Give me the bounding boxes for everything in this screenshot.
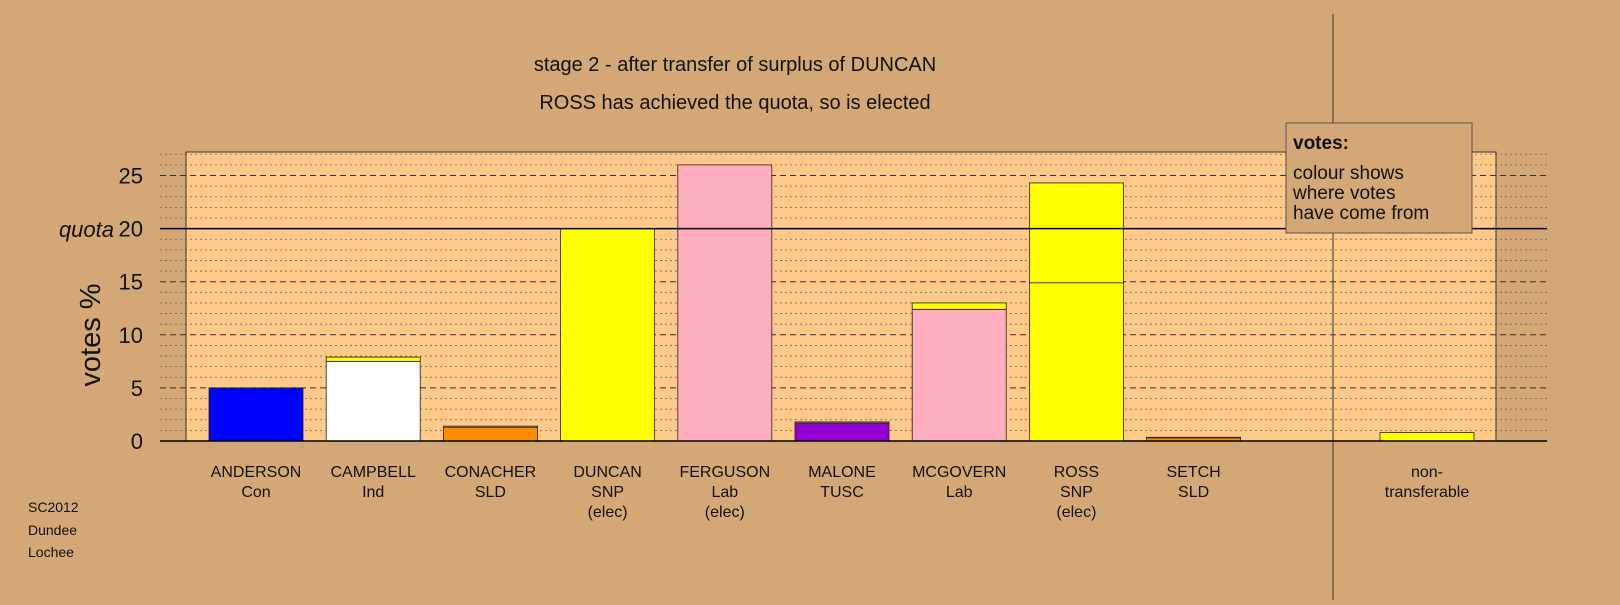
x-label-mcgovern-0: MCGOVERN: [912, 464, 1006, 481]
legend-box: [1285, 122, 1473, 234]
bar-segment-duncan-0: [560, 228, 655, 442]
y-tick-label: 10: [119, 323, 143, 348]
x-label-anderson-1: Con: [241, 484, 270, 501]
bar-segment-malone-0: [794, 422, 890, 442]
x-label-ross-2: (elec): [1056, 504, 1096, 521]
bar-segment-ferguson-0: [677, 164, 773, 442]
x-label-duncan-1: SNP: [591, 484, 624, 501]
bar-segment-setch-1: [1146, 436, 1241, 439]
x-label-ferguson-1: Lab: [711, 484, 738, 501]
legend-title: votes:: [1293, 133, 1349, 154]
source-line-3: Lochee: [28, 544, 74, 560]
y-tick-label: 15: [119, 270, 143, 295]
x-label-ross-1: SNP: [1060, 484, 1093, 501]
bars: [208, 164, 1475, 442]
bar-segment-ross-0: [1029, 282, 1124, 442]
y-axis-label: votes %: [75, 283, 107, 386]
bar-segment-conacher-0: [442, 426, 538, 442]
legend-line-3: have come from: [1293, 203, 1429, 224]
bar-segment-conacher-1: [442, 425, 538, 428]
bar-segment-campbell-0: [325, 360, 421, 442]
x-label-setch-0: SETCH: [1166, 464, 1220, 481]
y-tick-label: 5: [131, 376, 143, 401]
x-label-anderson-0: ANDERSON: [211, 464, 302, 481]
x-label-setch-1: SLD: [1178, 484, 1209, 501]
legend-line-2: where votes: [1292, 183, 1395, 204]
chart-subtitle: ROSS has achieved the quota, so is elect…: [539, 92, 930, 114]
x-label-campbell-0: CAMPBELL: [331, 464, 416, 481]
bar-segment-mcgovern-0: [911, 308, 1007, 442]
x-axis-labels: ANDERSON Con CAMPBELL Ind CONACHER SLD DUNCAN S…: [211, 464, 1470, 521]
x-label-duncan-0: DUNCAN: [573, 464, 641, 481]
x-label-conacher-1: SLD: [475, 484, 506, 501]
bar-segment-nontransferable-0: [1379, 432, 1475, 442]
chart-title: stage 2 - after transfer of surplus of D…: [534, 54, 936, 76]
x-label-ferguson-2: (elec): [705, 504, 745, 521]
x-label-malone-1: TUSC: [820, 484, 864, 501]
legend-line-1: colour shows: [1293, 163, 1404, 184]
x-label-ferguson-0: FERGUSON: [679, 464, 770, 481]
bar-segment-mcgovern-1: [911, 302, 1007, 310]
legend: votes: colour shows where votes have com…: [1285, 122, 1473, 234]
bar-segment-ross-1: [1029, 182, 1124, 284]
y-axis-ticks: 0 5 10 15 20 25: [119, 164, 143, 455]
bar-segment-campbell-1: [325, 356, 421, 362]
bar-segment-malone-1: [794, 421, 890, 424]
source-line-1: SC2012: [28, 499, 79, 515]
y-tick-label: 20: [119, 217, 143, 242]
x-label-malone-0: MALONE: [808, 464, 876, 481]
x-label-conacher-0: CONACHER: [445, 464, 537, 481]
y-tick-label: 25: [119, 164, 143, 189]
x-label-duncan-2: (elec): [588, 504, 628, 521]
x-label-mcgovern-1: Lab: [946, 484, 973, 501]
x-label-ross-0: ROSS: [1054, 464, 1099, 481]
x-label-nontransferable-0: non-: [1411, 464, 1443, 481]
quota-label: quota: [59, 217, 114, 242]
x-label-nontransferable-1: transferable: [1385, 484, 1470, 501]
plot-shade-right: [1496, 152, 1547, 441]
y-tick-label: 0: [131, 429, 143, 454]
source-line-2: Dundee: [28, 522, 77, 538]
source-note: SC2012 Dundee Lochee: [28, 499, 79, 560]
x-label-campbell-1: Ind: [362, 484, 384, 501]
bar-segment-anderson-0: [208, 387, 304, 442]
